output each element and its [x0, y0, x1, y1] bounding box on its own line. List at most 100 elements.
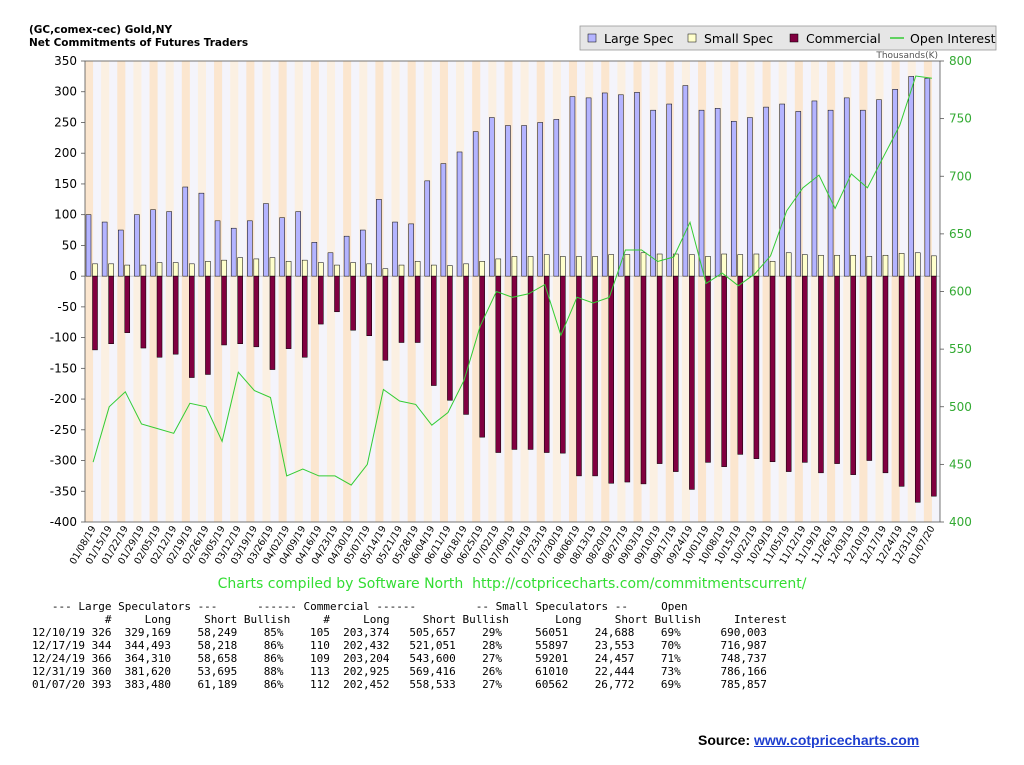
- grid-band: [101, 61, 110, 522]
- grid-band: [149, 61, 158, 522]
- grid-band: [423, 61, 432, 522]
- grid-band: [633, 61, 642, 522]
- table-cell: 12/10/19: [32, 626, 85, 639]
- grid-band: [665, 61, 674, 522]
- grid-band: [407, 61, 416, 522]
- bar-commercial: [560, 275, 566, 454]
- table-cell: 56051: [535, 626, 569, 639]
- table-cell: 69%: [660, 626, 681, 639]
- table-body: 12/10/19 326 329,169 58,249 85% 105 203,374 505…: [32, 626, 787, 691]
- bar-commercial: [398, 275, 405, 343]
- grid-band: [552, 61, 561, 522]
- bar-large-spec: [537, 122, 543, 277]
- y-left-tick-label: -350: [50, 484, 77, 498]
- table-cell: 558,533: [409, 678, 456, 691]
- bar-commercial: [640, 275, 647, 485]
- grid-band: [601, 61, 610, 522]
- bar-commercial: [237, 275, 243, 344]
- table-cell: 12/31/19: [32, 665, 85, 678]
- y-left-tick-label: 250: [54, 115, 77, 129]
- bar-small-spec: [898, 253, 905, 277]
- bar-large-spec: [408, 223, 414, 277]
- table-cell: 01/07/20: [32, 678, 85, 691]
- grid-band: [649, 61, 658, 522]
- bar-commercial: [576, 275, 582, 477]
- y-right-unit-label: Thousands(K): [875, 51, 938, 61]
- table-cell: 202,452: [343, 678, 390, 691]
- bar-large-spec: [456, 151, 463, 277]
- table-cell: 344,493: [124, 639, 172, 652]
- chart-credit: Charts compiled by Software North http:/…: [217, 576, 807, 592]
- bar-small-spec: [850, 254, 856, 277]
- grid-band: [698, 61, 707, 522]
- bar-small-spec: [124, 264, 131, 277]
- legend-label: Commercial: [806, 31, 881, 46]
- table-cell: 88%: [263, 665, 284, 678]
- legend-box: [579, 25, 997, 51]
- y-right-tick-label: 700: [949, 169, 972, 183]
- table-cell: 543,600: [409, 652, 456, 665]
- bar-large-spec: [553, 119, 560, 277]
- y-right-tick-label: 450: [949, 457, 972, 471]
- bar-large-spec: [85, 214, 92, 277]
- y-right-tick-label: 650: [949, 227, 972, 241]
- table-cell: 203,204: [343, 652, 390, 665]
- grid-band: [746, 61, 755, 522]
- grid-band: [488, 61, 497, 522]
- bar-large-spec: [101, 221, 108, 277]
- bar-small-spec: [511, 256, 518, 277]
- bar-commercial: [785, 275, 792, 472]
- source-line: Source: www.cotpricecharts.com: [698, 732, 919, 748]
- bar-commercial: [753, 275, 760, 459]
- table-cell: 60562: [535, 678, 569, 691]
- bar-small-spec: [253, 258, 260, 277]
- bar-large-spec: [247, 220, 253, 277]
- grid-band: [439, 61, 448, 522]
- legend-label: Large Spec: [604, 31, 674, 46]
- table-cell: 58,218: [197, 639, 238, 652]
- bar-large-spec: [359, 229, 366, 277]
- bar-large-spec: [489, 117, 495, 277]
- y-left-tick-label: -400: [50, 515, 77, 529]
- bar-small-spec: [92, 263, 98, 277]
- bar-large-spec: [424, 180, 431, 277]
- table-cell: 716,987: [720, 639, 767, 652]
- y-left-tick-label: 150: [54, 177, 77, 191]
- grid-band: [117, 61, 126, 522]
- bar-small-spec: [398, 264, 405, 277]
- y-left-tick-label: -200: [50, 392, 77, 406]
- table-cell: 329,169: [124, 626, 172, 639]
- bar-commercial: [931, 275, 937, 497]
- bar-commercial: [156, 275, 163, 358]
- table-cell: 690,003: [720, 626, 767, 639]
- bar-commercial: [866, 275, 873, 461]
- bar-large-spec: [666, 103, 673, 277]
- table-cell: 29%: [482, 626, 503, 639]
- bar-small-spec: [334, 264, 340, 277]
- table-cell: 61,189: [197, 678, 238, 691]
- bar-small-spec: [866, 256, 873, 277]
- bar-small-spec: [431, 264, 437, 277]
- y-right-tick-label: 400: [949, 515, 972, 529]
- series-line-open-interest: [92, 75, 932, 486]
- grid-band: [730, 61, 739, 522]
- bar-commercial: [253, 275, 260, 348]
- bar-commercial: [624, 275, 631, 483]
- table-cell: 59201: [535, 652, 569, 665]
- bar-commercial: [882, 275, 889, 474]
- table-cell: 109: [310, 652, 330, 665]
- bar-small-spec: [689, 254, 695, 277]
- grid-band: [907, 61, 916, 522]
- bar-large-spec: [472, 131, 479, 277]
- bar-large-spec: [214, 220, 221, 277]
- bar-large-spec: [650, 109, 656, 277]
- source-link[interactable]: www.cotpricecharts.com: [754, 732, 920, 748]
- table-cell: 521,051: [409, 639, 456, 652]
- grid-band: [794, 61, 803, 522]
- y-left-tick-label: -250: [50, 423, 77, 437]
- bar-commercial: [205, 275, 211, 375]
- y-left-tick-label: -100: [50, 331, 77, 345]
- bar-large-spec: [134, 214, 140, 277]
- table-cell: 86%: [263, 678, 284, 691]
- bar-commercial: [124, 275, 131, 333]
